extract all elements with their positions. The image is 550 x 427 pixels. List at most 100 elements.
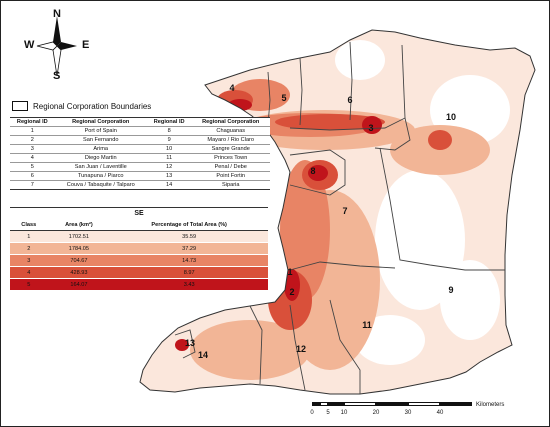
region-label: 13: [184, 338, 196, 348]
scale-tick-label: 10: [340, 410, 348, 416]
table-row: 1 Port of Spain 8 Chaguanas: [10, 126, 270, 136]
region-table-cell: Arima: [54, 144, 147, 154]
class-table-cell: 2: [10, 242, 48, 255]
region-label: 1: [287, 267, 293, 277]
region-table-cell: Couva / Tabaquite / Talparo: [54, 180, 147, 190]
region-table-cell: San Juan / Laventille: [54, 162, 147, 172]
scale-seg: [376, 402, 408, 406]
scale-tick-label: 20: [372, 410, 380, 416]
scale-tick-label: 0: [310, 410, 314, 416]
regional-boundaries: [174, 41, 505, 394]
class-table-cell: 704.67: [47, 254, 111, 267]
table-row: 4 Diego Martin 11 Princes Town: [10, 153, 270, 163]
region-table-cell: 10: [146, 144, 192, 154]
se-class-table: SE Class Area (km²) Percentage of Total Ar…: [10, 207, 268, 290]
scale-unit: Kilometers: [476, 402, 505, 408]
region-table-cell: Siparia: [191, 180, 270, 190]
region-table-header: Regional Corporation: [54, 117, 147, 127]
class-table-cell: 428.93: [47, 266, 111, 279]
compass-rose-graphic: [36, 16, 77, 77]
scale-seg: [312, 402, 320, 406]
regional-corporation-table: Regional ID Regional Corporation Regional …: [10, 117, 270, 190]
region-table-cell: San Fernando: [54, 135, 147, 145]
region-table-cell: Mayaro / Rio Claro: [191, 135, 270, 145]
table-row: 6 Tunapuna / Piarco 13 Point Fortin: [10, 171, 270, 181]
region-table-header: Regional ID: [10, 117, 55, 127]
class-table-cell: 37.29: [110, 242, 268, 255]
region-table-cell: 8: [146, 126, 192, 136]
table-row: 5 164.07 3.43: [10, 278, 268, 290]
region-table-cell: Point Fortin: [191, 171, 270, 181]
region-table-header: Regional Corporation: [191, 117, 270, 127]
scale-seg: [320, 402, 328, 406]
region-label: 14: [197, 350, 209, 360]
north-label: N: [53, 8, 61, 20]
region-table-cell: 5: [10, 162, 55, 172]
scale-seg: [344, 402, 376, 406]
coastline: [139, 29, 536, 395]
scale-tick-label: 40: [436, 410, 444, 416]
region-table-cell: 3: [10, 144, 55, 154]
region-table-cell: 4: [10, 153, 55, 163]
table-row: 5 San Juan / Laventille 12 Penal / Debe: [10, 162, 270, 172]
region-table-cell: Diego Martin: [54, 153, 147, 163]
region-table-cell: Sangre Grande: [191, 144, 270, 154]
region-label: 5: [281, 93, 287, 103]
south-label: S: [53, 70, 61, 82]
class-table-header: Percentage of Total Area (%): [110, 219, 268, 231]
boundary-swatch: [12, 101, 28, 111]
region-table-cell: Princes Town: [191, 153, 270, 163]
region-table-cell: 13: [146, 171, 192, 181]
scale-seg: [440, 402, 472, 406]
region-label: 4: [229, 83, 235, 93]
class-table-cell: 1702.51: [47, 230, 111, 243]
table-row: 3 704.67 14.73: [10, 254, 268, 267]
region-label: 9: [448, 285, 454, 295]
scale-bar: Kilometers 0 5 10 20 30 40: [310, 402, 542, 424]
class-table-cell: 4: [10, 266, 48, 279]
region-table-cell: Chaguanas: [191, 126, 270, 136]
class-table-header: Class: [10, 219, 48, 231]
table-row: 2 San Fernando 9 Mayaro / Rio Claro: [10, 135, 270, 145]
region-label: 8: [310, 166, 316, 176]
scale-tick-label: 5: [326, 410, 330, 416]
boundary-legend: Regional Corporation Boundaries: [12, 101, 151, 111]
class-table-cell: 3.43: [110, 278, 268, 290]
region-table-header: Regional ID: [146, 117, 192, 127]
region-table-cell: Tunapuna / Piarco: [54, 171, 147, 181]
region-table-cell: 9: [146, 135, 192, 145]
se-table-title: SE: [10, 207, 268, 219]
west-label: W: [24, 39, 35, 51]
class-table-cell: 1784.05: [47, 242, 111, 255]
se-class-surface: [140, 30, 535, 394]
region-label: 2: [289, 287, 295, 297]
region-label: 12: [295, 344, 307, 354]
class-table-header: Area (km²): [47, 219, 111, 231]
class-table-cell: 5: [10, 278, 48, 290]
region-table-cell: 1: [10, 126, 55, 136]
class-table-cell: 8.97: [110, 266, 268, 279]
class-table-cell: 164.07: [47, 278, 111, 290]
region-table-cell: 12: [146, 162, 192, 172]
region-table-cell: 7: [10, 180, 55, 190]
table-row: 7 Couva / Tabaquite / Talparo 14 Siparia: [10, 180, 270, 190]
region-table-cell: 2: [10, 135, 55, 145]
region-table-cell: 11: [146, 153, 192, 163]
class-table-cell: 14.73: [110, 254, 268, 267]
region-table-cell: Port of Spain: [54, 126, 147, 136]
class-table-cell: 1: [10, 230, 48, 243]
scale-seg: [328, 402, 344, 406]
scale-tick-label: 30: [404, 410, 412, 416]
region-label: 10: [445, 112, 457, 122]
class-table-cell: 3: [10, 254, 48, 267]
boundary-legend-label: Regional Corporation Boundaries: [33, 101, 152, 111]
table-row: 1 1702.51 35.59: [10, 230, 268, 243]
table-row: 3 Arima 10 Sangre Grande: [10, 144, 270, 154]
table-row: 4 428.93 8.97: [10, 266, 268, 279]
east-label: E: [82, 39, 90, 51]
scale-seg: [408, 402, 440, 406]
table-row: 2 1784.05 37.29: [10, 242, 268, 255]
region-label: 11: [362, 320, 372, 330]
region-label: 3: [368, 123, 374, 133]
